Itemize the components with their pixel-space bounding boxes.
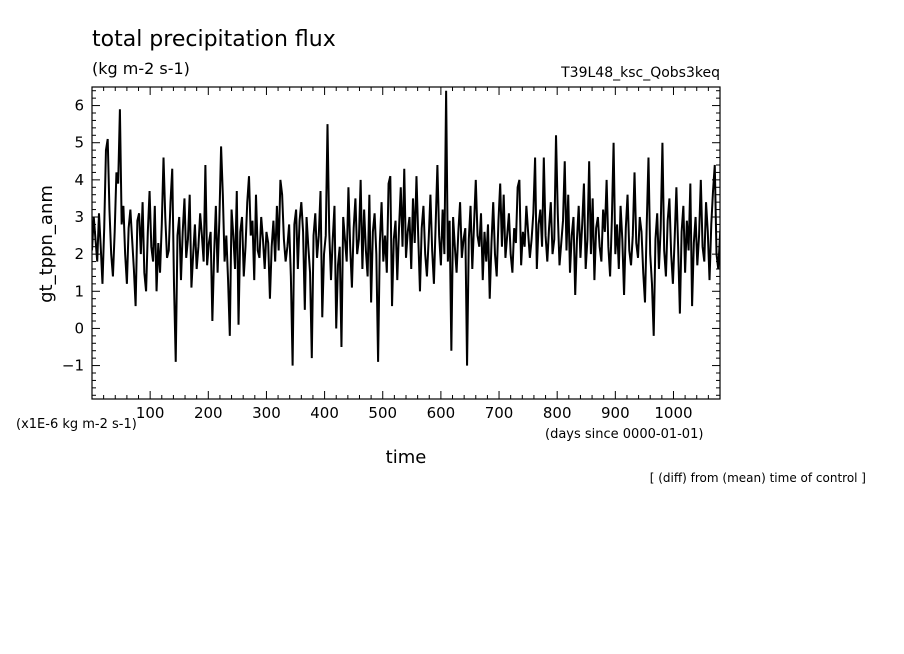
- axis-ticks: [92, 87, 720, 399]
- y-tick-label: 2: [74, 245, 84, 263]
- x-tick-label: 400: [310, 404, 339, 422]
- y-tick-label: 0: [74, 319, 84, 337]
- y-tick-labels: −1 0 1 2 3 4 5 6: [62, 97, 84, 375]
- x-tick-label: 200: [194, 404, 223, 422]
- plot-area: [91, 86, 721, 400]
- footnote: [ (diff) from (mean) time of control ]: [650, 471, 866, 485]
- y-tick-label: 6: [74, 97, 84, 115]
- x-units-label: (days since 0000-01-01): [545, 427, 703, 442]
- y-axis-label: gt_tppn_anm: [36, 185, 57, 303]
- y-tick-label: 5: [74, 134, 84, 152]
- x-tick-label: 900: [601, 404, 630, 422]
- y-tick-label: 1: [74, 282, 84, 300]
- y-tick-label: −1: [62, 357, 84, 375]
- chart-units: (kg m-2 s-1): [92, 59, 190, 78]
- y-tick-label: 3: [74, 208, 84, 226]
- experiment-label: T39L48_ksc_Qobs3keq: [560, 65, 720, 81]
- x-tick-label: 800: [543, 404, 572, 422]
- x-tick-label: 700: [485, 404, 514, 422]
- x-tick-labels: 100 200 300 400 500 600 700 800 900 1000: [136, 404, 693, 422]
- x-tick-label: 600: [427, 404, 456, 422]
- series-line: [92, 90, 720, 366]
- x-tick-label: 1000: [654, 404, 692, 422]
- x-tick-label: 100: [136, 404, 165, 422]
- chart-title: total precipitation flux: [92, 27, 336, 52]
- x-tick-label: 300: [252, 404, 281, 422]
- y-tick-label: 4: [74, 171, 84, 189]
- x-tick-label: 500: [368, 404, 397, 422]
- y-scale-note: (x1E-6 kg m-2 s-1): [16, 417, 137, 432]
- x-axis-label: time: [386, 447, 427, 468]
